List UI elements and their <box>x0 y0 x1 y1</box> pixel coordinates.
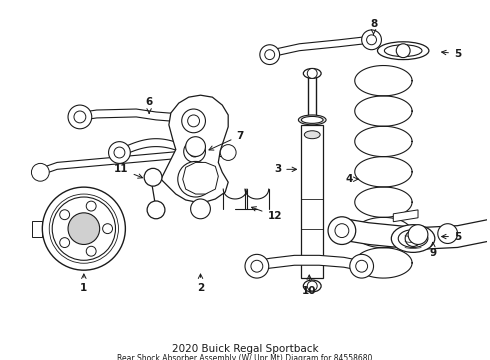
Text: 12: 12 <box>251 207 282 221</box>
Circle shape <box>350 255 373 278</box>
Ellipse shape <box>303 280 321 292</box>
Text: Rear Shock Absorber Assembly (W/ Upr Mt) Diagram for 84558680: Rear Shock Absorber Assembly (W/ Upr Mt)… <box>117 354 373 360</box>
Text: 2020 Buick Regal Sportback: 2020 Buick Regal Sportback <box>172 344 318 354</box>
Circle shape <box>188 115 199 127</box>
Circle shape <box>396 44 410 58</box>
Circle shape <box>335 224 349 238</box>
Circle shape <box>86 246 96 256</box>
Text: 9: 9 <box>429 242 437 258</box>
Circle shape <box>251 260 263 272</box>
Circle shape <box>31 163 49 181</box>
Text: 3: 3 <box>274 164 296 174</box>
Circle shape <box>189 146 200 157</box>
Text: 4: 4 <box>345 174 358 184</box>
Circle shape <box>42 187 125 270</box>
Circle shape <box>60 210 70 220</box>
Circle shape <box>186 137 205 157</box>
Ellipse shape <box>377 42 429 60</box>
Circle shape <box>265 50 275 60</box>
Circle shape <box>109 141 130 163</box>
Polygon shape <box>339 203 490 249</box>
Circle shape <box>184 141 205 162</box>
Text: 2: 2 <box>197 274 204 293</box>
Circle shape <box>178 161 213 197</box>
Circle shape <box>362 30 381 50</box>
Circle shape <box>367 35 376 45</box>
Circle shape <box>438 224 458 243</box>
Ellipse shape <box>304 131 320 139</box>
Ellipse shape <box>298 115 326 125</box>
Ellipse shape <box>398 230 428 247</box>
Circle shape <box>307 281 317 291</box>
Circle shape <box>408 225 428 244</box>
Circle shape <box>52 197 116 260</box>
Circle shape <box>86 201 96 211</box>
Text: 10: 10 <box>302 275 317 296</box>
Ellipse shape <box>301 116 323 123</box>
Circle shape <box>74 111 86 123</box>
Circle shape <box>405 231 421 247</box>
Circle shape <box>356 260 368 272</box>
Circle shape <box>147 201 165 219</box>
Circle shape <box>68 105 92 129</box>
Circle shape <box>260 45 280 64</box>
Polygon shape <box>301 125 323 278</box>
Polygon shape <box>183 162 219 194</box>
Text: 1: 1 <box>80 274 88 293</box>
Circle shape <box>102 224 113 234</box>
Circle shape <box>187 170 204 188</box>
Circle shape <box>182 109 205 133</box>
Polygon shape <box>32 221 42 237</box>
Circle shape <box>191 199 210 219</box>
Ellipse shape <box>303 68 321 78</box>
Ellipse shape <box>392 225 435 252</box>
Circle shape <box>114 147 125 158</box>
Text: 5: 5 <box>441 49 461 59</box>
Text: 7: 7 <box>209 131 244 150</box>
Circle shape <box>144 168 162 186</box>
Text: 8: 8 <box>370 19 377 35</box>
Polygon shape <box>255 255 364 271</box>
Polygon shape <box>161 95 228 202</box>
Text: 6: 6 <box>146 97 153 113</box>
Ellipse shape <box>384 45 422 57</box>
Polygon shape <box>393 210 418 222</box>
Circle shape <box>307 68 317 78</box>
Text: 5: 5 <box>441 231 461 242</box>
Circle shape <box>328 217 356 244</box>
Text: 11: 11 <box>114 164 143 178</box>
Circle shape <box>68 213 99 244</box>
Circle shape <box>60 238 70 248</box>
Circle shape <box>245 255 269 278</box>
Circle shape <box>220 145 236 161</box>
